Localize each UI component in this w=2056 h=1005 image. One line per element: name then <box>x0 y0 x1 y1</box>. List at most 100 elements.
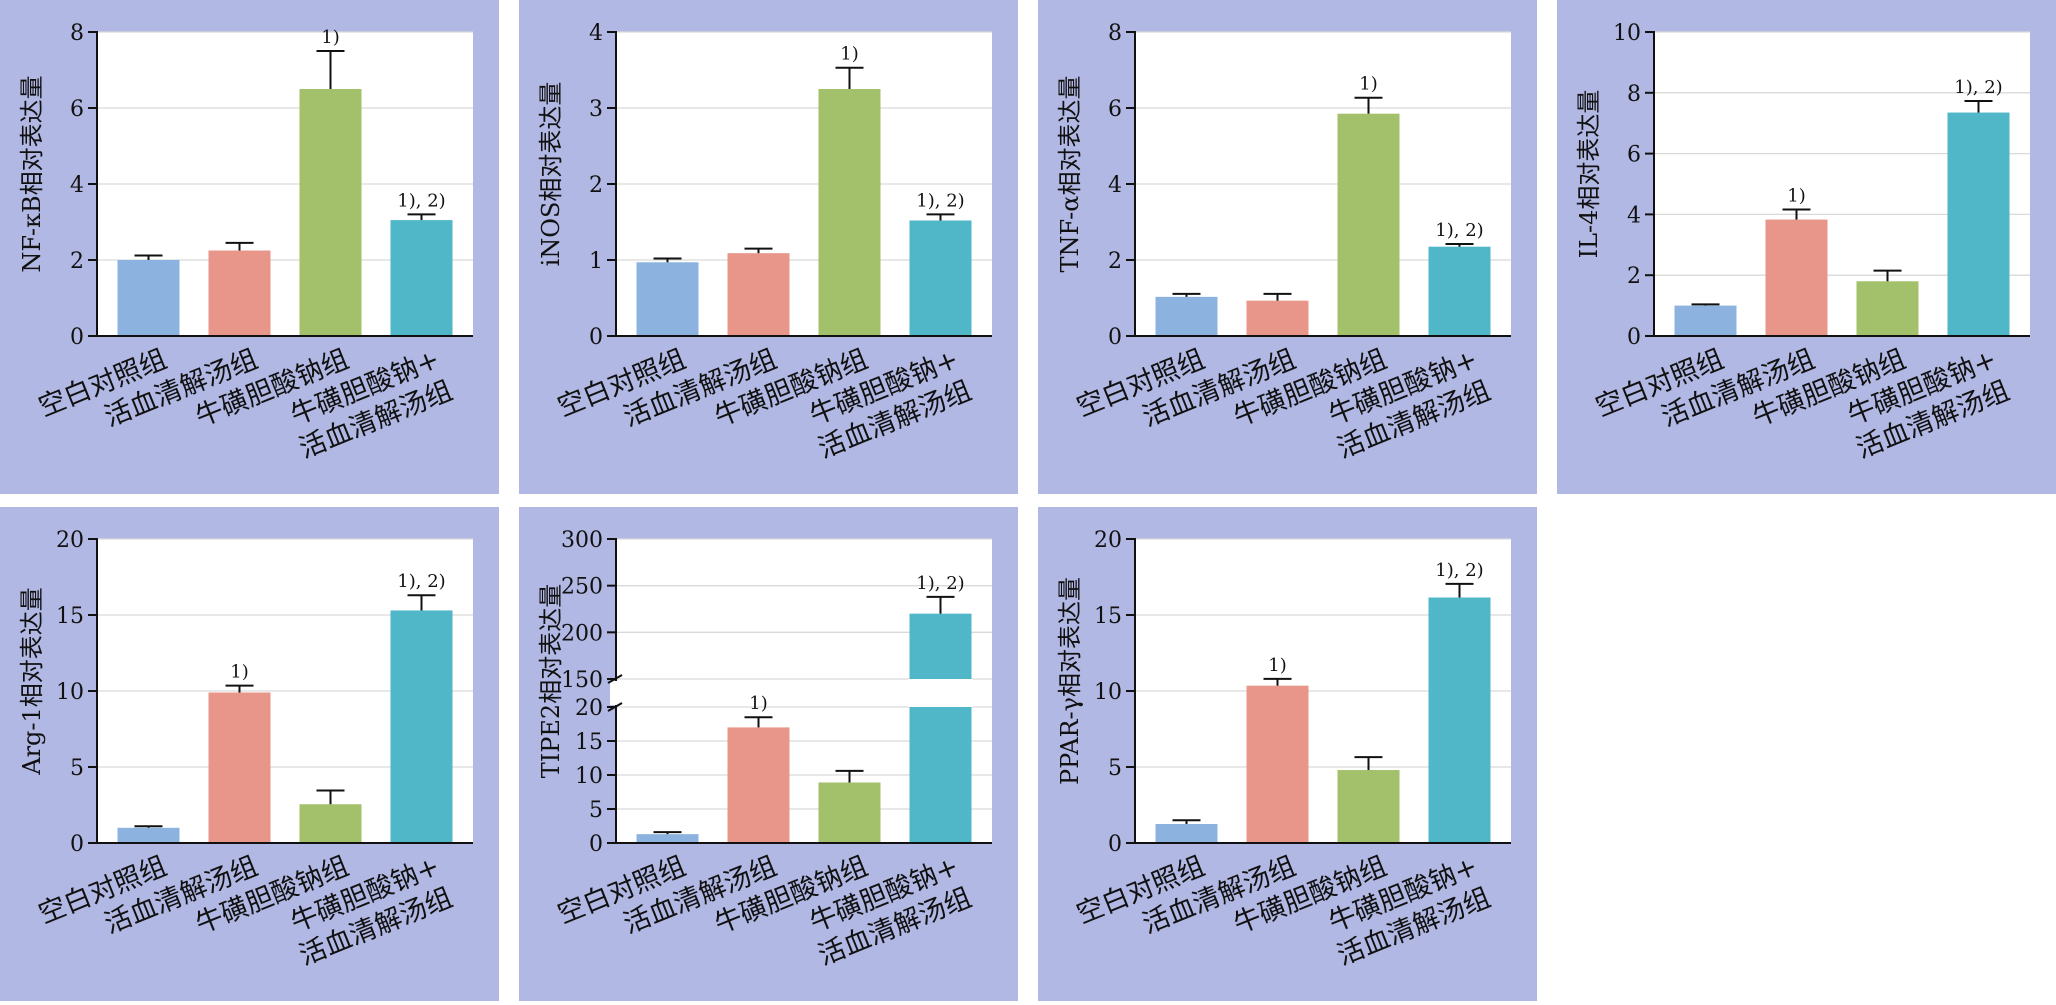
y-tick-label: 8 <box>1108 21 1122 46</box>
y-tick-label: 20 <box>575 696 603 721</box>
y-tick-label: 20 <box>56 528 84 553</box>
bar <box>727 727 790 843</box>
chart-panel-7: 0 5 10 15 20 1) 1), 2) PPAR-γ相对表达量 空白对照组 活血清解汤组 牛磺… <box>1038 507 1537 1001</box>
y-tick-label: 150 <box>561 668 603 693</box>
chart-panel-3: 0 2 4 6 8 1) 1), 2) TNF-α相对表达量 空白对照组 活血清解汤组 牛磺胆酸钠组… <box>1038 0 1537 494</box>
y-tick-label: 8 <box>1627 82 1641 107</box>
bar <box>1765 219 1828 336</box>
bar <box>117 260 180 336</box>
bar <box>299 804 362 843</box>
significance-label: 1), 2) <box>397 571 445 592</box>
y-tick-label: 15 <box>56 604 84 629</box>
significance-label: 1) <box>1359 74 1377 95</box>
bar <box>1428 246 1491 336</box>
chart-panel-6: 0 5 10 15 20 150 200 250 300 1) 1), 2) TIPE2相对表达量 空白… <box>519 507 1018 1001</box>
y-tick-label: 200 <box>561 621 603 646</box>
bar <box>208 692 271 843</box>
y-tick-label: 2 <box>1108 249 1122 274</box>
significance-label: 1), 2) <box>916 190 964 211</box>
y-axis-label: IL-4相对表达量 <box>1575 90 1603 259</box>
bar <box>909 220 972 336</box>
y-tick-label: 15 <box>575 730 603 755</box>
bar <box>1674 305 1737 336</box>
bar <box>299 89 362 336</box>
y-tick-label: 4 <box>589 21 603 46</box>
y-axis-label: PPAR-γ相对表达量 <box>1056 577 1084 785</box>
bar <box>909 613 972 843</box>
y-tick-label: 10 <box>1094 680 1122 705</box>
significance-label: 1) <box>1787 186 1805 207</box>
axis-break-mark <box>607 674 623 684</box>
chart-panel-1: 0 2 4 6 8 1) 1), 2) NF-κB相对表达量 空白对照组 活血清解汤组 牛磺胆酸钠组… <box>0 0 499 494</box>
bar <box>1155 296 1218 336</box>
y-axis-label: TIPE2相对表达量 <box>537 584 565 778</box>
chart-panel-4: 0 2 4 6 8 10 1) 1), 2) IL-4相对表达量 空白对照组 活血清解汤组 牛磺胆酸钠… <box>1557 0 2056 494</box>
y-tick-label: 2 <box>70 249 84 274</box>
axis-break-mark <box>607 702 623 712</box>
bar <box>390 220 453 336</box>
y-tick-label: 6 <box>1627 143 1641 168</box>
y-tick-label: 250 <box>561 575 603 600</box>
significance-label: 1) <box>840 44 858 65</box>
bar <box>818 782 881 843</box>
bar <box>208 250 271 336</box>
bar <box>1337 113 1400 336</box>
significance-label: 1), 2) <box>1954 77 2002 98</box>
y-tick-label: 0 <box>1108 832 1122 857</box>
bar <box>1246 300 1309 336</box>
y-tick-label: 6 <box>70 97 84 122</box>
y-tick-label: 4 <box>70 173 84 198</box>
bar <box>1246 685 1309 843</box>
y-tick-label: 15 <box>1094 604 1122 629</box>
y-tick-label: 2 <box>589 173 603 198</box>
significance-label: 1) <box>749 693 767 714</box>
bar <box>1337 770 1400 843</box>
y-tick-label: 0 <box>589 325 603 350</box>
bar <box>818 89 881 336</box>
y-tick-label: 4 <box>1108 173 1122 198</box>
y-axis-label: Arg-1相对表达量 <box>18 587 46 776</box>
y-tick-label: 20 <box>1094 528 1122 553</box>
significance-label: 1), 2) <box>1435 560 1483 581</box>
y-tick-label: 10 <box>575 764 603 789</box>
significance-label: 1) <box>230 662 248 683</box>
y-tick-label: 0 <box>70 832 84 857</box>
y-tick-label: 3 <box>589 97 603 122</box>
y-tick-label: 10 <box>1613 21 1641 46</box>
y-axis-label: TNF-α相对表达量 <box>1056 76 1084 273</box>
bar <box>1856 281 1919 336</box>
y-tick-label: 6 <box>1108 97 1122 122</box>
y-tick-label: 5 <box>1108 756 1122 781</box>
y-tick-label: 2 <box>1627 264 1641 289</box>
y-tick-label: 5 <box>70 756 84 781</box>
chart-panel-2: 0 1 2 3 4 1) 1), 2) iNOS相对表达量 空白对照组 活血清解汤组 牛磺胆酸钠组牛… <box>519 0 1018 494</box>
chart-panel-5: 0 5 10 15 20 1) 1), 2) Arg-1相对表达量 空白对照组 活血清解汤组 牛磺胆… <box>0 507 499 1001</box>
y-tick-label: 5 <box>589 798 603 823</box>
bar <box>1155 824 1218 843</box>
y-tick-label: 300 <box>561 528 603 553</box>
y-tick-label: 0 <box>589 832 603 857</box>
significance-label: 1) <box>1268 655 1286 676</box>
y-tick-label: 0 <box>70 325 84 350</box>
bar <box>390 610 453 843</box>
bar <box>1947 112 2010 336</box>
y-axis-label: NF-κB相对表达量 <box>18 75 46 272</box>
axis-break <box>610 681 620 705</box>
bar <box>636 262 699 336</box>
significance-label: 1), 2) <box>397 190 445 211</box>
y-axis-label: iNOS相对表达量 <box>537 82 565 267</box>
bar <box>727 253 790 336</box>
bar <box>1428 597 1491 843</box>
y-tick-label: 10 <box>56 680 84 705</box>
y-tick-label: 4 <box>1627 203 1641 228</box>
y-tick-label: 0 <box>1108 325 1122 350</box>
axis-break-gap <box>908 679 973 707</box>
significance-label: 1), 2) <box>916 573 964 594</box>
